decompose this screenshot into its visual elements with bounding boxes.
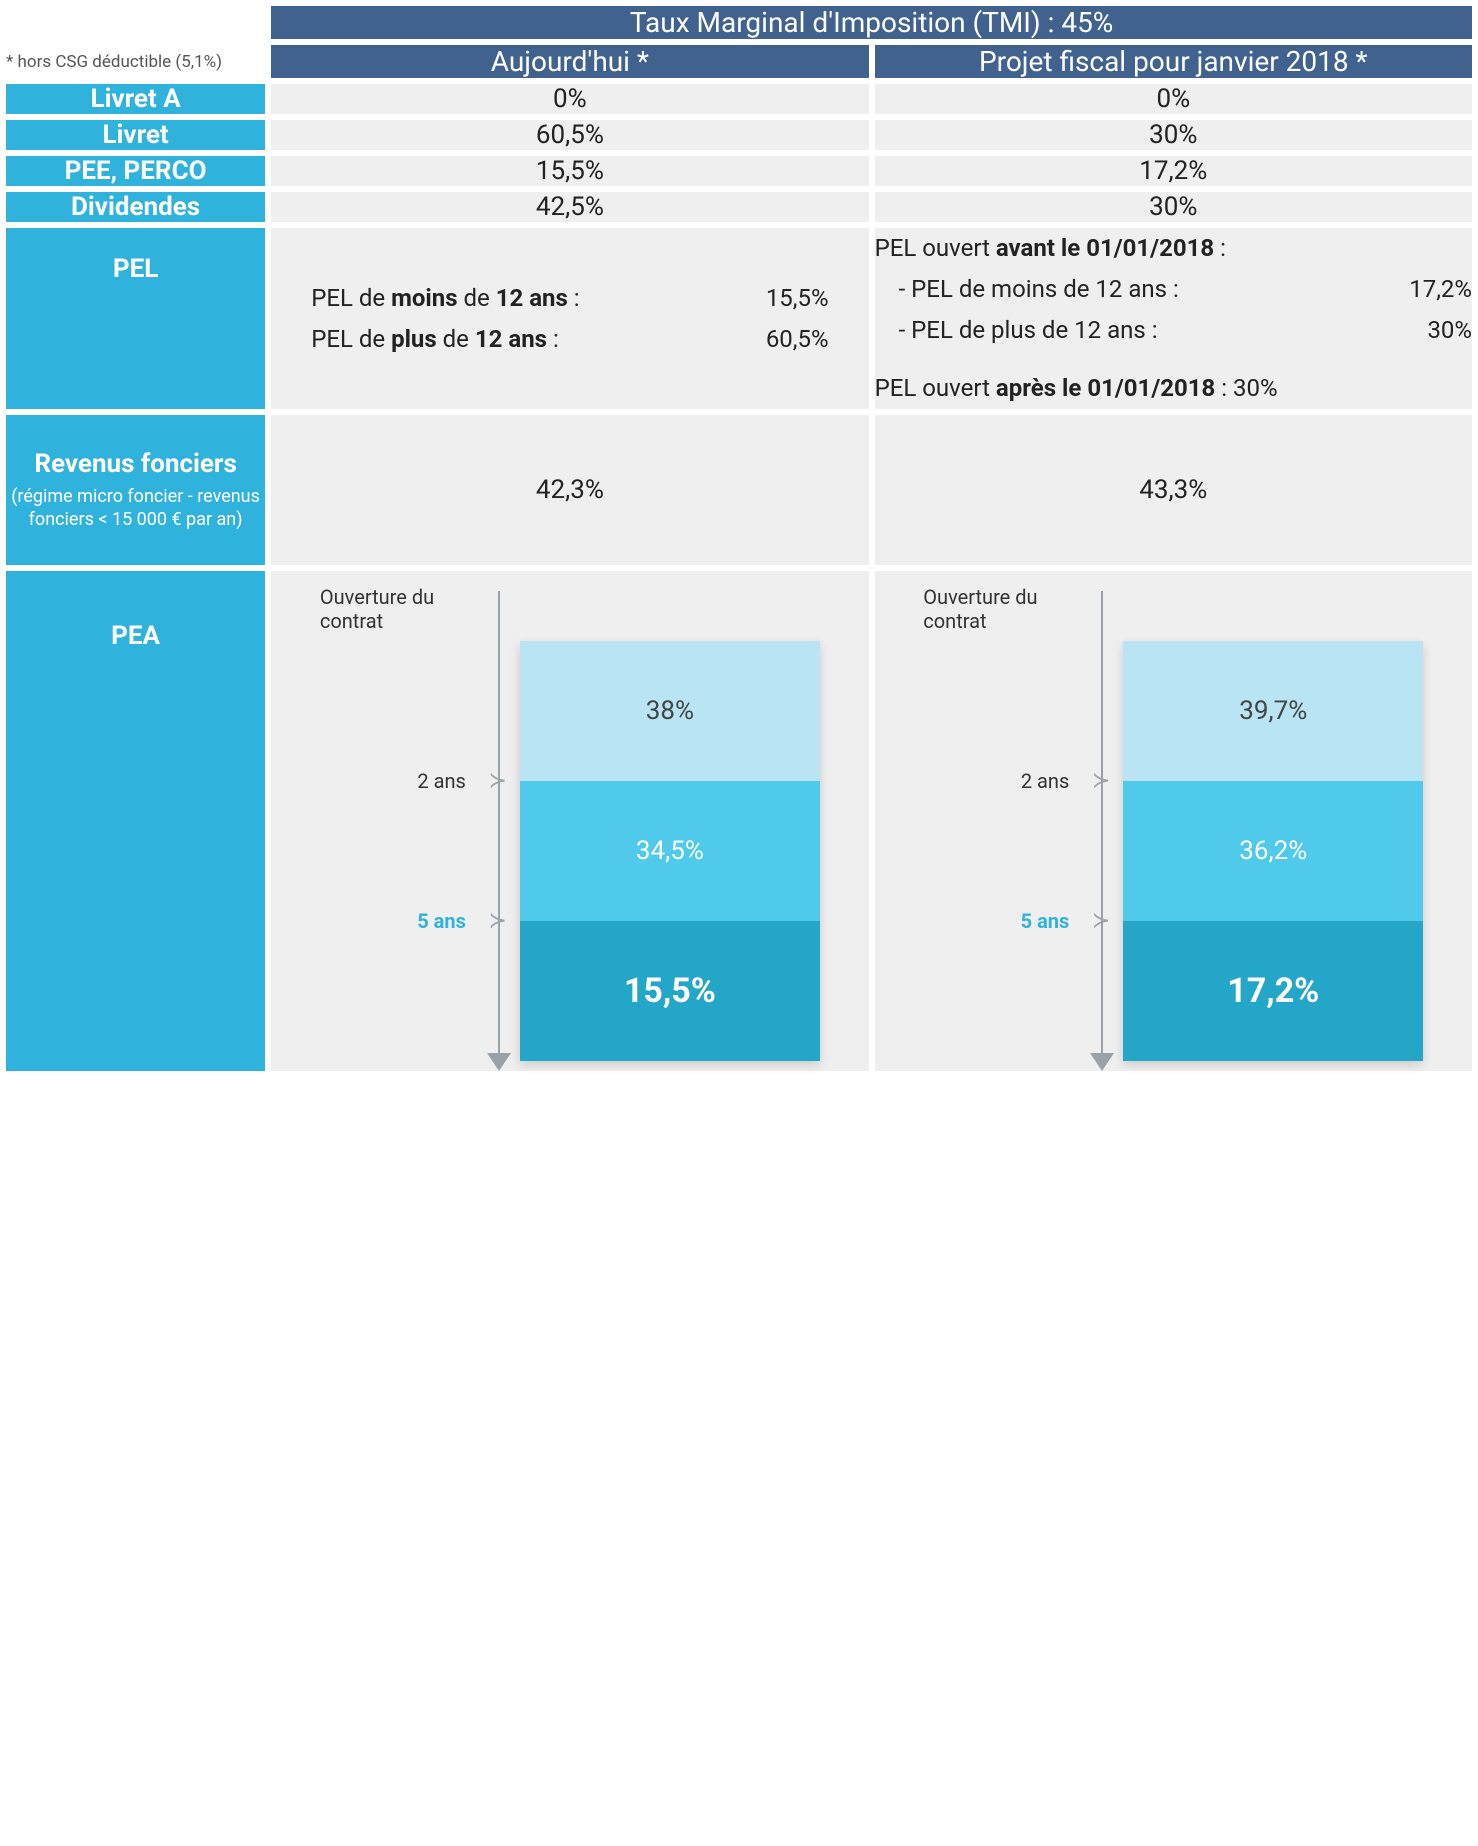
tmi-header: Taux Marginal d'Imposition (TMI) : 45% (271, 6, 1472, 39)
foncier-sub: (régime micro foncier - revenus fonciers… (6, 485, 265, 532)
pea-bar-5plus: 15,5% (520, 921, 820, 1061)
row-head-pea: PEA (6, 571, 265, 1071)
foncier-label: Revenus fonciers (34, 449, 236, 479)
pea-today-cell: Ouverture du contrat ≻ ≻ 2 ans 5 ans 38%… (271, 571, 868, 1071)
livret-a-today: 0% (271, 84, 868, 114)
caret-icon: ≻ (488, 916, 506, 927)
pea-bar-0-2: 38% (520, 641, 820, 781)
timeline-tick-2ans: 2 ans (417, 769, 465, 793)
dividendes-today: 42,5% (271, 192, 868, 222)
arrow-down-icon (487, 1053, 511, 1071)
pea-projet-cell: Ouverture du contrat ≻ ≻ 2 ans 5 ans 39,… (875, 571, 1472, 1071)
pel-projet-s1-label: - PEL de moins de 12 ans : (899, 269, 1382, 310)
row-pel: PEL PEL de moins de 12 ans : 15,5% PEL d… (6, 228, 1472, 409)
pel-projet-h1: PEL ouvert avant le 01/01/2018 : (875, 228, 1472, 269)
row-livret: Livret 60,5% 30% (6, 120, 1472, 150)
pea-projet-bars: 39,7% 36,2% 17,2% (1123, 641, 1423, 1061)
pea-bar-5plus: 17,2% (1123, 921, 1423, 1061)
foncier-projet: 43,3% (875, 415, 1472, 565)
row-livret-a: Livret A 0% 0% (6, 84, 1472, 114)
row-pea: PEA Ouverture du contrat ≻ ≻ 2 ans 5 ans… (6, 571, 1472, 1071)
row-head-foncier: Revenus fonciers (régime micro foncier -… (6, 415, 265, 565)
pea-timeline-projet: Ouverture du contrat ≻ ≻ 2 ans 5 ans (923, 591, 1083, 1011)
pel-projet-s2-val: 30% (1382, 310, 1472, 351)
pel-projet-s2-label: - PEL de plus de 12 ans : (899, 310, 1382, 351)
timeline-open-label: Ouverture du contrat (923, 585, 1071, 633)
pee-today: 15,5% (271, 156, 868, 186)
row-head-pee: PEE, PERCO (6, 156, 265, 186)
row-head-livret-a: Livret A (6, 84, 265, 114)
pel-today: PEL de moins de 12 ans : 15,5% PEL de pl… (271, 228, 868, 409)
pee-projet: 17,2% (875, 156, 1472, 186)
caret-icon: ≻ (1092, 776, 1110, 787)
timeline-tick-2ans: 2 ans (1021, 769, 1069, 793)
row-head-dividendes: Dividendes (6, 192, 265, 222)
caret-icon: ≻ (1092, 916, 1110, 927)
blank-header-left (6, 6, 265, 39)
timeline-tick-5ans: 5 ans (417, 909, 466, 933)
pea-timeline-today: Ouverture du contrat ≻ ≻ 2 ans 5 ans (320, 591, 480, 1011)
pel-today-line1-label: PEL de moins de 12 ans : (311, 278, 738, 319)
pel-today-line2-val: 60,5% (739, 319, 829, 360)
row-dividendes: Dividendes 42,5% 30% (6, 192, 1472, 222)
pel-today-line2-label: PEL de plus de 12 ans : (311, 319, 738, 360)
row-head-livret: Livret (6, 120, 265, 150)
pea-bar-0-2: 39,7% (1123, 641, 1423, 781)
timeline-open-label: Ouverture du contrat (320, 585, 468, 633)
pel-today-line1-val: 15,5% (739, 278, 829, 319)
livret-today: 60,5% (271, 120, 868, 150)
arrow-down-icon (1090, 1053, 1114, 1071)
fiscal-comparison-table: Taux Marginal d'Imposition (TMI) : 45% *… (0, 0, 1478, 1077)
col-header-today: Aujourd'hui * (271, 45, 868, 78)
pel-projet-h2: PEL ouvert après le 01/01/2018 : 30% (875, 368, 1472, 409)
pel-projet-s1-val: 17,2% (1382, 269, 1472, 310)
row-foncier: Revenus fonciers (régime micro foncier -… (6, 415, 1472, 565)
dividendes-projet: 30% (875, 192, 1472, 222)
footnote: * hors CSG déductible (5,1%) (6, 45, 265, 78)
pea-today-bars: 38% 34,5% 15,5% (520, 641, 820, 1061)
timeline-line-icon (1101, 591, 1103, 1057)
caret-icon: ≻ (488, 776, 506, 787)
col-header-projet: Projet fiscal pour janvier 2018 * (875, 45, 1472, 78)
livret-a-projet: 0% (875, 84, 1472, 114)
row-pee-perco: PEE, PERCO 15,5% 17,2% (6, 156, 1472, 186)
foncier-today: 42,3% (271, 415, 868, 565)
timeline-line-icon (498, 591, 500, 1057)
pea-bar-2-5: 36,2% (1123, 781, 1423, 921)
pea-bar-2-5: 34,5% (520, 781, 820, 921)
timeline-tick-5ans: 5 ans (1021, 909, 1070, 933)
pel-projet: PEL ouvert avant le 01/01/2018 : - PEL d… (875, 228, 1472, 409)
row-head-pel: PEL (6, 228, 265, 409)
livret-projet: 30% (875, 120, 1472, 150)
